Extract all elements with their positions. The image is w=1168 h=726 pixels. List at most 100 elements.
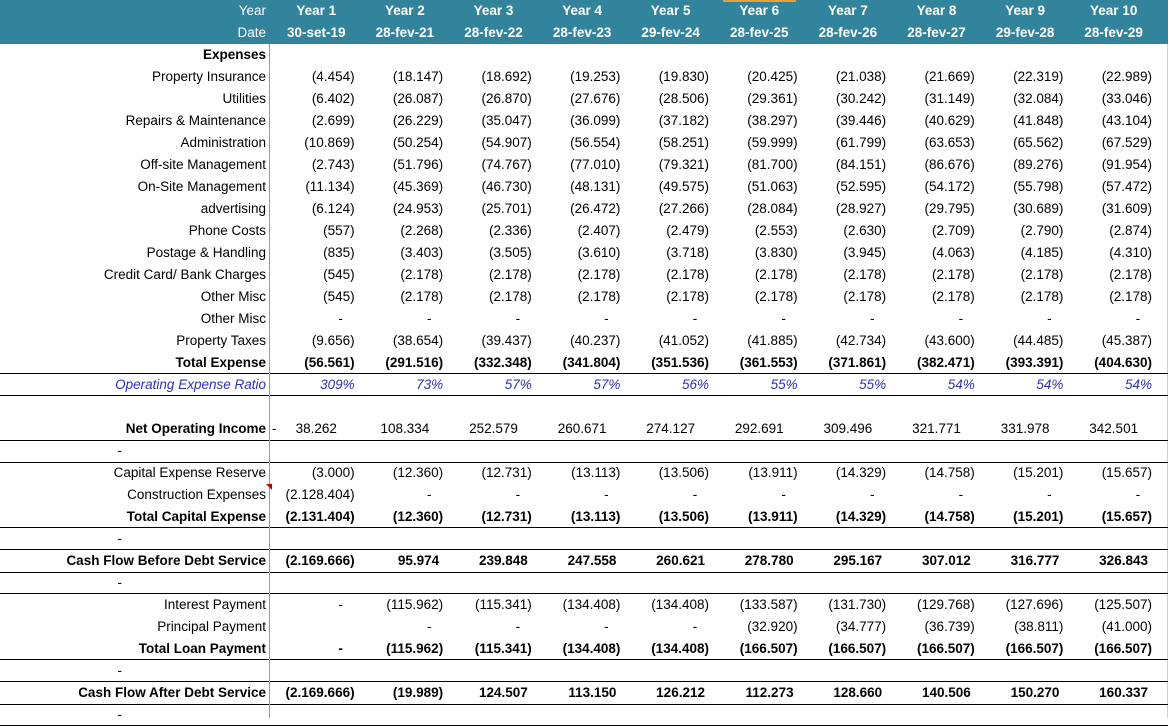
value-cell[interactable]: (351.536) (651, 355, 709, 370)
row-label[interactable]: - (117, 663, 122, 678)
value-cell[interactable]: (2.268) (400, 223, 444, 238)
value-cell[interactable]: (115.341) (474, 641, 532, 656)
value-cell[interactable]: 342.501 (1089, 421, 1139, 436)
row-label[interactable]: Other Misc (200, 311, 266, 326)
value-cell[interactable]: (127.696) (1005, 597, 1064, 612)
date-header-cell[interactable]: 30-set-19 (287, 25, 346, 40)
value-cell[interactable]: - (781, 311, 786, 326)
value-cell[interactable] (538, 396, 621, 418)
value-cell[interactable]: (4.310) (1109, 245, 1152, 260)
value-cell[interactable]: (2.178) (1109, 267, 1152, 282)
value-cell[interactable]: (2.709) (932, 223, 975, 238)
row-label[interactable]: Expenses (202, 47, 266, 62)
value-cell[interactable] (361, 704, 444, 726)
value-cell[interactable]: - (426, 619, 432, 634)
value-cell[interactable]: (15.657) (1101, 465, 1152, 480)
value-cell[interactable] (538, 572, 621, 594)
value-cell[interactable]: - (338, 311, 343, 326)
value-cell[interactable]: (13.506) (658, 465, 709, 480)
value-cell[interactable]: (4.063) (932, 245, 975, 260)
value-cell[interactable]: (29.795) (924, 201, 975, 216)
value-cell[interactable] (1069, 440, 1152, 462)
date-header-cell[interactable]: 28-fev-22 (464, 25, 523, 40)
row-label[interactable]: Administration (180, 135, 266, 150)
value-cell[interactable]: (166.507) (739, 641, 798, 656)
row-label[interactable]: Principal Payment (157, 619, 266, 634)
value-cell[interactable]: (2.178) (843, 267, 887, 282)
value-cell[interactable]: (404.630) (1094, 355, 1152, 370)
value-cell[interactable]: - (869, 311, 875, 326)
value-cell[interactable]: (79.321) (658, 157, 709, 172)
value-cell[interactable]: (2.874) (1109, 223, 1152, 238)
value-cell[interactable]: (2.178) (1020, 289, 1064, 304)
value-cell[interactable]: (133.587) (739, 597, 798, 612)
row-label[interactable]: Cash Flow Before Debt Service (66, 553, 266, 568)
value-cell[interactable] (272, 572, 355, 594)
row-label[interactable]: - (117, 707, 122, 722)
value-cell[interactable]: (45.369) (392, 179, 444, 194)
value-cell[interactable]: (12.360) (392, 465, 444, 480)
value-cell[interactable]: (30.689) (1013, 201, 1064, 216)
value-cell[interactable]: (21.669) (924, 69, 975, 84)
value-cell[interactable]: (3.505) (489, 245, 532, 260)
value-cell[interactable]: (134.408) (562, 641, 621, 656)
value-cell[interactable]: (26.087) (392, 91, 444, 106)
value-cell[interactable]: (18.692) (481, 69, 532, 84)
value-cell[interactable] (804, 528, 887, 550)
value-cell[interactable]: (29.361) (747, 91, 798, 106)
value-cell[interactable]: (22.319) (1013, 69, 1064, 84)
value-cell[interactable]: - (1047, 311, 1052, 326)
row-label[interactable]: Off-site Management (140, 157, 266, 172)
value-cell[interactable]: (54.907) (481, 135, 532, 150)
value-cell[interactable] (715, 704, 798, 726)
value-cell[interactable]: (26.472) (570, 201, 621, 216)
value-cell[interactable]: 55% (770, 377, 798, 392)
row-label[interactable]: Operating Expense Ratio (115, 377, 266, 392)
value-cell[interactable]: (545) (323, 289, 355, 304)
value-cell[interactable] (538, 440, 621, 462)
value-cell[interactable] (892, 44, 975, 66)
value-cell[interactable] (361, 440, 444, 462)
date-header-cell[interactable]: 28-fev-26 (818, 25, 878, 40)
value-cell[interactable] (981, 44, 1064, 66)
value-cell[interactable]: (52.595) (835, 179, 887, 194)
row-label[interactable]: Cash Flow After Debt Service (78, 685, 266, 700)
value-cell[interactable] (981, 572, 1064, 594)
value-cell[interactable]: 73% (416, 377, 444, 392)
value-cell[interactable] (715, 528, 798, 550)
row-label[interactable]: Net Operating Income (125, 421, 266, 436)
value-cell[interactable]: 57% (593, 377, 621, 392)
value-cell[interactable] (892, 572, 975, 594)
value-cell[interactable]: (63.653) (924, 135, 975, 150)
value-cell[interactable]: (27.676) (570, 91, 621, 106)
value-cell[interactable]: (20.425) (747, 69, 798, 84)
value-cell[interactable]: (166.507) (1094, 641, 1152, 656)
value-cell[interactable]: - (1047, 487, 1052, 502)
value-cell[interactable]: (3.830) (754, 245, 798, 260)
value-cell[interactable]: (40.629) (924, 113, 975, 128)
value-cell[interactable]: 295.167 (833, 553, 883, 568)
value-cell[interactable]: (34.777) (835, 619, 887, 634)
value-cell[interactable]: 38.262 (295, 421, 337, 436)
value-cell[interactable] (272, 528, 355, 550)
value-cell[interactable]: (46.730) (481, 179, 532, 194)
value-cell[interactable]: (59.999) (747, 135, 798, 150)
value-cell[interactable]: (2.553) (754, 223, 798, 238)
value-cell[interactable]: (2.178) (754, 267, 798, 282)
value-cell[interactable]: (4.185) (1020, 245, 1064, 260)
value-cell[interactable]: 54% (1124, 377, 1152, 392)
value-cell[interactable]: (2.178) (489, 267, 532, 282)
value-cell[interactable]: - (338, 597, 343, 612)
row-label[interactable]: Property Taxes (176, 333, 266, 348)
value-cell[interactable] (538, 704, 621, 726)
value-cell[interactable]: 112.273 (745, 685, 794, 700)
value-cell[interactable]: 239.848 (478, 553, 528, 568)
value-cell[interactable]: (2.178) (1020, 267, 1064, 282)
value-cell[interactable]: (57.472) (1101, 179, 1152, 194)
value-cell[interactable]: (2.178) (577, 289, 621, 304)
value-cell[interactable] (272, 440, 355, 462)
value-cell[interactable] (892, 704, 975, 726)
value-cell[interactable] (626, 528, 709, 550)
value-cell[interactable]: (44.485) (1013, 333, 1064, 348)
value-cell[interactable]: (51.796) (392, 157, 444, 172)
